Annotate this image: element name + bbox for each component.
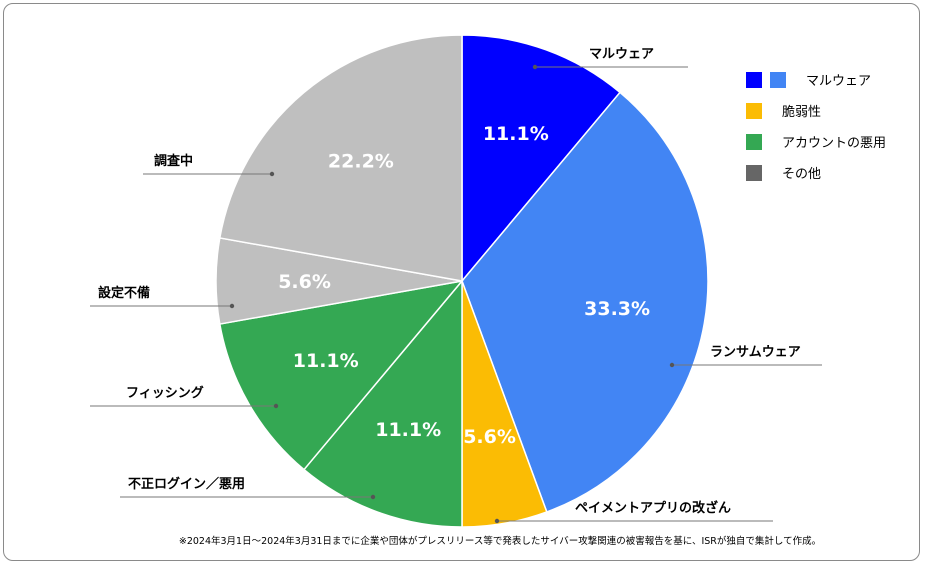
slice-percentage-label: 5.6% [463,426,516,448]
pie-slices [215,34,709,528]
slice-category-label: 設定不備 [98,285,150,301]
pie-slice [218,279,464,471]
callout-dot [532,64,538,70]
percentage-labels: 11.1% 33.3% 5.6% 11.1% 11.1% 5.6% 22.2% [278,123,650,448]
legend-swatch [746,72,762,88]
callout-dot [273,403,279,409]
slice-percentage-label: 11.1% [293,350,359,372]
slice-percentage-label: 11.1% [483,123,549,145]
slice-percentage-label: 22.2% [328,150,394,172]
slice-category-label: フィッシング [126,385,204,401]
slice-category-label: マルウェア [589,47,654,62]
slice-category-label: 不正ログイン／悪用 [128,476,245,492]
slice-category-label: 調査中 [154,153,193,169]
slice-percentage-label: 5.6% [278,271,331,293]
legend-swatch [746,165,762,181]
callout-dot [669,362,675,368]
slice-percentage-label: 33.3% [584,298,650,320]
legend-swatch [746,134,762,150]
callout-dot [269,171,275,177]
pie-slice [461,91,709,513]
callout-dot [229,303,235,309]
pie-slice [218,34,463,282]
legend-swatch [746,103,762,119]
callout-dot [370,494,376,500]
pie-slice [302,278,463,528]
legend-label: アカウントの悪用 [782,136,886,151]
legend-swatch [770,72,786,88]
legend-label: その他 [782,167,821,182]
legend-label: 脆弱性 [782,104,821,120]
legend-label: マルウェア [806,74,871,89]
callout-dot [494,518,500,524]
slice-percentage-label: 11.1% [375,419,441,441]
slice-category-label: ランサムウェア [710,345,801,360]
footnote: ※2024年3月1日～2024年3月31日までに企業や団体がプレスリリース等で発… [179,535,821,547]
pie-slice [461,34,622,284]
slice-category-label: ペイメントアプリの改ざん [575,500,731,516]
